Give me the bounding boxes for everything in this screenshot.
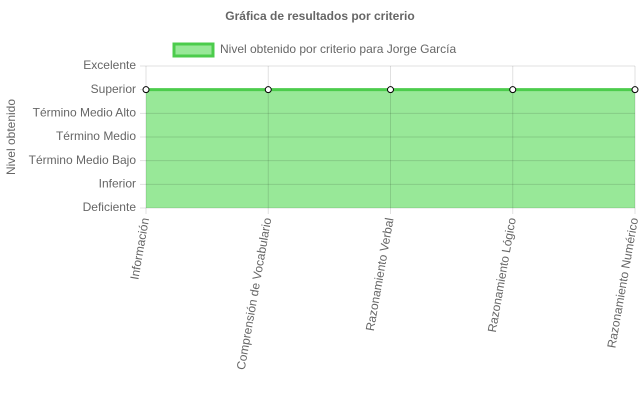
chart-title: Gráfica de resultados por criterio: [225, 9, 414, 23]
y-axis-title: Nivel obtenido: [4, 99, 18, 175]
point: [509, 86, 517, 94]
point: [387, 86, 394, 94]
y-tick-label: Inferior: [99, 177, 136, 191]
y-tick-label: Deficiente: [83, 200, 137, 214]
x-tick-label: Razonamiento Lógico: [485, 216, 519, 333]
point: [264, 86, 272, 94]
y-tick-label: Término Medio Bajo: [29, 153, 137, 167]
point: [631, 86, 639, 94]
y-tick-label: Término Medio Alto: [33, 106, 137, 120]
x-tick-label: Información: [127, 217, 152, 281]
y-tick-label: Superior: [91, 82, 136, 96]
legend-label: Nivel obtenido por criterio para Jorge G…: [220, 42, 456, 56]
x-tick-label: Razonamiento Verbal: [363, 217, 397, 332]
x-tick-label: Comprensión de Vocabulario: [234, 216, 275, 371]
legend-swatch: [172, 42, 215, 58]
y-tick-label: Término Medio: [56, 129, 136, 143]
area: [146, 89, 635, 208]
x-tick-label: Razonamiento Numérico: [604, 216, 639, 349]
point: [142, 86, 150, 94]
y-tick-label: Excelente: [83, 58, 136, 72]
